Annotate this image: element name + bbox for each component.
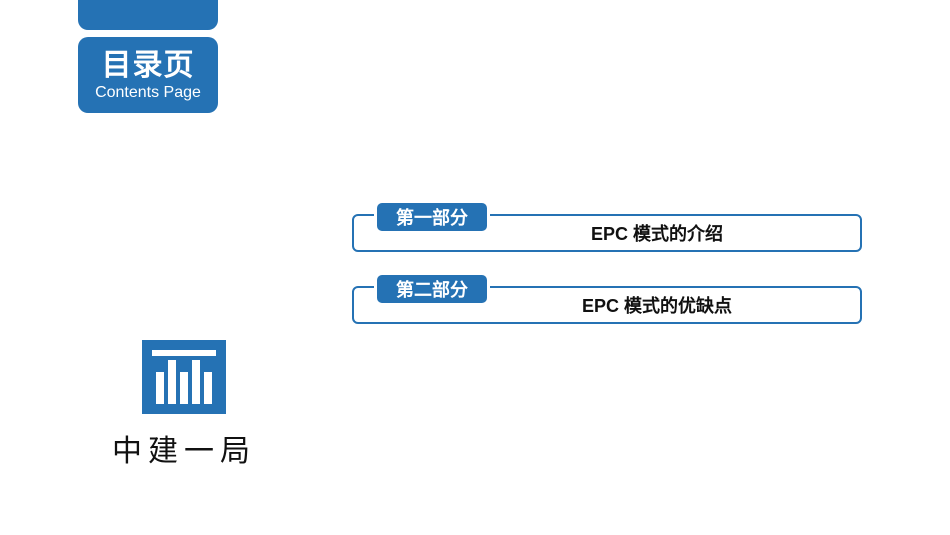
- contents-badge: 目录页 Contents Page: [78, 37, 218, 113]
- section-tab-1: 第一部分: [374, 200, 490, 234]
- contents-badge-zh: 目录页: [102, 49, 195, 82]
- section-row-1: EPC 模式的介绍 第一部分: [352, 200, 862, 244]
- company-logo-block: 中建一局: [94, 340, 274, 470]
- section-row-2: EPC 模式的优缺点 第二部分: [352, 272, 862, 316]
- contents-badge-en: Contents Page: [95, 84, 201, 102]
- company-logo-icon: [142, 340, 226, 414]
- company-logo-text: 中建一局: [112, 426, 256, 470]
- header-accent-block: [78, 0, 218, 30]
- section-title-1: EPC 模式的介绍: [591, 220, 723, 246]
- section-title-2: EPC 模式的优缺点: [582, 292, 732, 318]
- section-tab-2: 第二部分: [374, 272, 490, 306]
